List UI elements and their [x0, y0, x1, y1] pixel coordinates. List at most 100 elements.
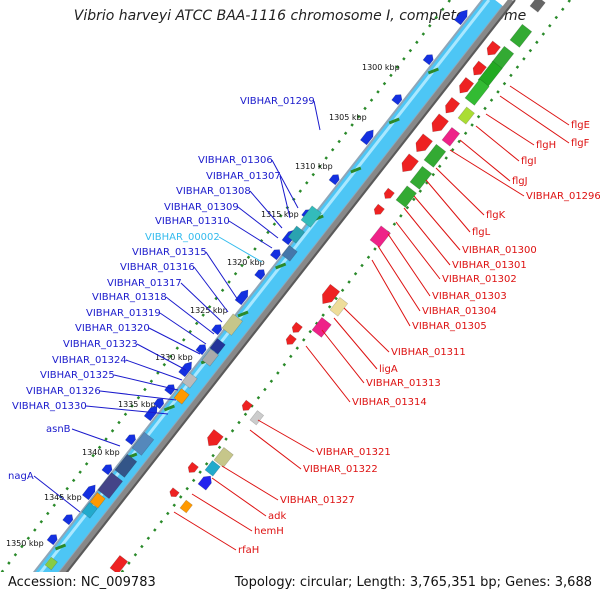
- forward-gene-label[interactable]: VIBHAR_01316: [120, 262, 195, 273]
- reverse-gene-label[interactable]: VIBHAR_01300: [462, 245, 537, 256]
- forward-gene-arrow: [211, 324, 223, 336]
- reverse-gene-label[interactable]: VIBHAR_01311: [391, 347, 466, 358]
- reverse-gene-block: [369, 225, 391, 248]
- scale-label: 1315 kbp: [261, 210, 299, 219]
- reverse-gene-block: [472, 60, 487, 76]
- leader-line: [211, 477, 267, 517]
- reverse-gene-block: [249, 410, 265, 426]
- leader-line: [509, 85, 570, 126]
- backbone-dark-shade: [44, 0, 516, 600]
- reverse-gene-block: [445, 96, 461, 114]
- leader-line: [125, 359, 183, 381]
- reverse-gene-block: [383, 187, 395, 199]
- forward-gene-label[interactable]: VIBHAR_01317: [107, 278, 182, 289]
- forward-gene-arrow: [328, 174, 340, 186]
- leader-line: [475, 125, 520, 162]
- reverse-gene-label[interactable]: VIBHAR_01301: [452, 260, 527, 271]
- reverse-gene-label[interactable]: flgL: [472, 227, 491, 238]
- forward-gene-label[interactable]: asnB: [46, 424, 71, 435]
- forward-gene-label[interactable]: VIBHAR_01309: [164, 202, 239, 213]
- leader-line: [148, 327, 201, 355]
- reverse-gene-label[interactable]: flgE: [571, 120, 590, 131]
- forward-gene-label[interactable]: VIBHAR_01308: [176, 186, 251, 197]
- reverse-gene-block: [109, 554, 129, 575]
- reverse-gene-label[interactable]: flgF: [571, 138, 590, 149]
- reverse-gene-label[interactable]: rfaH: [238, 545, 259, 556]
- reverse-gene-label[interactable]: VIBHAR_01314: [352, 397, 427, 408]
- reverse-gene-label[interactable]: VIBHAR_01304: [422, 306, 497, 317]
- leader-line: [499, 95, 570, 144]
- leader-line: [485, 113, 535, 146]
- scale-label: 1345 kbp: [44, 493, 82, 502]
- forward-gene-label[interactable]: VIBHAR_01326: [26, 386, 101, 397]
- forward-gene-label[interactable]: nagA: [8, 471, 34, 482]
- leader-line: [237, 206, 279, 239]
- forward-gene-arrow: [254, 269, 266, 281]
- leader-line: [403, 207, 451, 266]
- reverse-gene-label[interactable]: flgJ: [512, 176, 528, 187]
- forward-gene-label[interactable]: VIBHAR_01325: [40, 370, 115, 381]
- leader-line: [113, 374, 179, 391]
- reverse-gene-label[interactable]: flgH: [536, 140, 556, 151]
- forward-gene-label[interactable]: VIBHAR_01319: [86, 308, 161, 319]
- reverse-gene-label[interactable]: VIBHAR_01302: [442, 274, 517, 285]
- reverse-gene-block: [187, 461, 199, 473]
- scale-label: 1335 kbp: [118, 400, 156, 409]
- forward-gene-block: [201, 348, 219, 367]
- leader-line: [221, 465, 279, 501]
- reverse-gene-label[interactable]: VIBHAR_01303: [432, 291, 507, 302]
- reverse-gene-label[interactable]: VIBHAR_01305: [412, 321, 487, 332]
- scale-label: 1300 kbp: [362, 63, 400, 72]
- reverse-gene-label[interactable]: VIBHAR_01321: [316, 447, 391, 458]
- reverse-gene-block: [213, 446, 234, 468]
- forward-gene-label[interactable]: VIBHAR_01323: [63, 339, 138, 350]
- reverse-gene-label[interactable]: hemH: [254, 526, 284, 537]
- forward-gene-arrow: [143, 405, 158, 422]
- forward-gene-label[interactable]: VIBHAR_00002: [145, 232, 220, 243]
- forward-gene-arrow: [124, 434, 136, 446]
- reverse-gene-label[interactable]: flgK: [486, 210, 506, 221]
- accession-text: Accession: NC_009783: [8, 575, 156, 590]
- forward-gene-label[interactable]: VIBHAR_01299: [240, 96, 315, 107]
- leader-line: [99, 390, 177, 401]
- leader-line: [257, 419, 315, 453]
- forward-gene-label[interactable]: VIBHAR_01315: [132, 247, 207, 258]
- scale-tick: [427, 67, 439, 75]
- forward-gene-label[interactable]: VIBHAR_01318: [92, 292, 167, 303]
- leader-line: [218, 236, 263, 263]
- leader-line: [165, 296, 215, 335]
- forward-gene-block: [221, 313, 243, 336]
- leader-line: [136, 343, 187, 371]
- forward-gene-arrow: [153, 398, 165, 410]
- forward-gene-label[interactable]: VIBHAR_01324: [52, 355, 127, 366]
- leader-line: [333, 317, 378, 370]
- scale-label: 1325 kbp: [190, 306, 228, 315]
- reverse-gene-label[interactable]: ligA: [379, 364, 398, 375]
- leader-line: [435, 167, 485, 216]
- forward-gene-label[interactable]: VIBHAR_01306: [198, 155, 273, 166]
- reverse-gene-block: [459, 76, 475, 94]
- scale-tick: [350, 166, 362, 174]
- reverse-gene-label[interactable]: VIBHAR_01296: [526, 191, 600, 202]
- forward-gene-label[interactable]: VIBHAR_01307: [206, 171, 281, 182]
- leader-line: [191, 493, 253, 532]
- reverse-gene-label[interactable]: VIBHAR_01313: [366, 378, 441, 389]
- forward-gene-block: [209, 338, 226, 355]
- reverse-gene-label[interactable]: VIBHAR_01327: [280, 495, 355, 506]
- forward-gene-label[interactable]: VIBHAR_01320: [75, 323, 150, 334]
- scale-label: 1340 kbp: [82, 448, 120, 457]
- forward-gene-label[interactable]: VIBHAR_01330: [12, 401, 87, 412]
- forward-gene-arrow: [269, 249, 281, 261]
- reverse-gene-block: [464, 78, 490, 106]
- scale-label: 1310 kbp: [295, 162, 333, 171]
- forward-gene-arrow: [195, 344, 207, 356]
- reverse-gene-block: [423, 143, 447, 168]
- reverse-gene-block: [529, 0, 546, 13]
- leader-line: [85, 405, 169, 415]
- reverse-gene-label[interactable]: VIBHAR_01322: [303, 464, 378, 475]
- reverse-gene-label[interactable]: flgI: [521, 156, 537, 167]
- leader-line: [271, 159, 299, 209]
- reverse-gene-label[interactable]: adk: [268, 511, 286, 522]
- forward-gene-label[interactable]: VIBHAR_01310: [155, 216, 230, 227]
- reverse-gene-block: [322, 283, 341, 305]
